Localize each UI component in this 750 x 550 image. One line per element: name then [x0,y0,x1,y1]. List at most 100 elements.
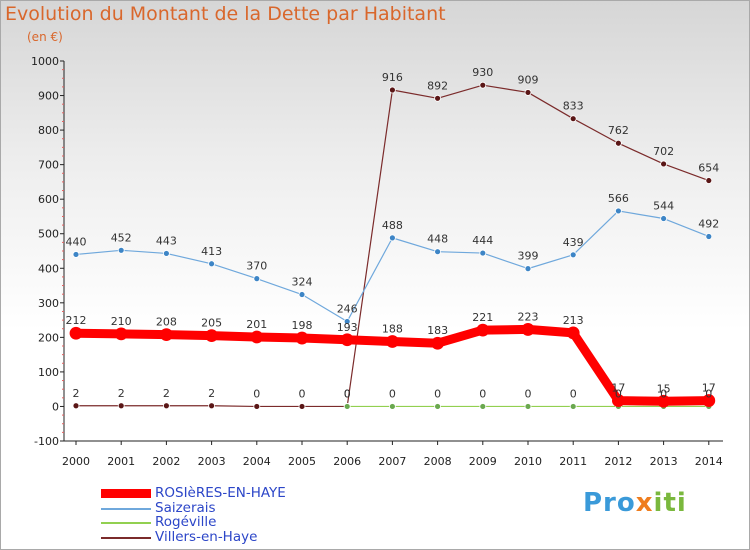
x-tick-label: 2011 [559,455,587,468]
x-tick-label: 2014 [695,455,723,468]
data-label-villers-en-haye: 2 [163,387,170,400]
y-tick-label: 300 [38,297,59,310]
x-tick-label: 2006 [333,455,361,468]
data-point-rogeville [569,403,577,410]
proxiti-logo: Proxiti [583,488,687,518]
data-point-saizerais [388,234,396,242]
legend-swatch-saizerais [101,507,151,510]
data-point-rogeville [343,403,351,410]
x-tick-label: 2007 [378,455,406,468]
data-point-rosieres-en-haye [702,394,716,407]
data-label-rogeville: 0 [344,387,351,400]
data-point-rogeville [434,403,442,410]
data-point-saizerais [615,207,622,215]
data-point-villers-en-haye [615,139,622,147]
data-point-rosieres-en-haye [612,394,625,407]
data-point-rosieres-en-haye [657,394,670,408]
data-label-saizerais: 246 [337,302,358,315]
logo-text-x: x [635,488,654,518]
data-point-villers-en-haye [524,89,532,96]
x-tick-label: 2013 [650,455,678,468]
data-label-villers-en-haye: 2 [208,387,215,400]
y-tick-label: -100 [34,435,59,448]
data-label-rogeville: 0 [389,387,396,400]
data-point-saizerais [162,250,170,257]
y-tick-label: 0 [52,400,59,413]
series-saizerais [72,207,713,325]
data-point-villers-en-haye [705,177,713,184]
series-rosieres-en-haye [69,323,716,408]
x-tick-label: 2008 [424,455,452,468]
chart-title: Evolution du Montant de la Dette par Hab… [5,3,446,25]
data-label-rosieres-en-haye: 183 [427,324,448,337]
data-label-rosieres-en-haye: 17 [702,382,716,395]
data-label-villers-en-haye: 0 [344,387,351,400]
data-point-rosieres-en-haye [521,323,535,336]
y-tick-label: 1000 [31,55,59,68]
y-tick-label: 700 [38,159,59,172]
data-label-villers-en-haye: 654 [698,162,719,175]
data-label-rosieres-en-haye: 198 [292,319,313,332]
data-label-saizerais: 544 [653,200,674,213]
data-label-saizerais: 448 [427,233,448,246]
data-point-rogeville [524,403,532,410]
x-tick-label: 2009 [469,455,497,468]
x-tick-label: 2001 [107,455,135,468]
x-tick-label: 2012 [604,455,632,468]
legend-label-villers: Villers-en-Haye [155,528,258,545]
x-tick-label: 2002 [152,455,180,468]
data-label-saizerais: 444 [472,234,493,247]
data-point-rogeville [388,403,396,410]
axes: -100010020030040050060070080090010002000… [31,55,723,468]
data-label-saizerais: 452 [111,231,132,244]
data-label-saizerais: 399 [518,250,539,263]
data-label-rosieres-en-haye: 210 [111,315,132,328]
data-label-saizerais: 488 [382,219,403,232]
data-label-saizerais: 566 [608,192,629,205]
data-point-rosieres-en-haye [566,326,580,340]
data-point-villers-en-haye [298,403,306,410]
data-label-rogeville: 0 [479,387,486,400]
data-label-rosieres-en-haye: 223 [518,310,539,323]
data-label-rogeville: 0 [615,387,622,400]
y-tick-label: 200 [38,331,59,344]
data-labels: 2 2 2 2 0 0 0 916 892 930 909 833 762 702 654 440 452 443… [66,66,720,400]
data-label-saizerais: 370 [246,260,267,273]
logo-text-part2: iti [653,488,687,518]
chart-subtitle: (en €) [27,30,63,44]
data-label-saizerais: 324 [292,276,313,289]
legend-swatch-villers [101,536,151,539]
data-label-rosieres-en-haye: 213 [563,314,584,327]
y-tick-label: 600 [38,193,59,206]
data-point-rosieres-en-haye [159,328,173,342]
x-tick-label: 2003 [198,455,226,468]
data-point-rosieres-en-haye [431,336,445,350]
data-point-rosieres-en-haye [250,330,264,344]
legend-swatch-rosieres [101,489,151,498]
data-point-saizerais [117,246,125,254]
data-label-villers-en-haye: 2 [118,387,125,400]
data-label-rosieres-en-haye: 193 [337,321,358,334]
data-point-villers-en-haye [72,402,80,410]
data-label-rogeville: 0 [570,387,577,400]
data-point-saizerais [298,291,306,298]
data-label-saizerais: 440 [66,235,87,248]
data-label-rogeville: 0 [660,387,667,400]
data-point-villers-en-haye [569,115,577,123]
data-point-villers-en-haye [479,81,487,89]
y-tick-label: 400 [38,262,59,275]
data-label-rosieres-en-haye: 201 [246,318,267,331]
data-label-villers-en-haye: 892 [427,79,448,92]
y-tick-label: 800 [38,124,59,137]
data-point-saizerais [208,260,216,268]
x-tick-label: 2010 [514,455,542,468]
data-label-villers-en-haye: 762 [608,124,629,137]
data-label-rosieres-en-haye: 212 [66,314,87,327]
data-point-saizerais [343,318,351,325]
y-tick-label: 100 [38,366,59,379]
legend-label-rosieres: ROSIèRES-EN-HAYE [155,485,286,501]
data-point-rogeville [479,403,487,410]
logo-text-part1: Pro [583,488,636,518]
